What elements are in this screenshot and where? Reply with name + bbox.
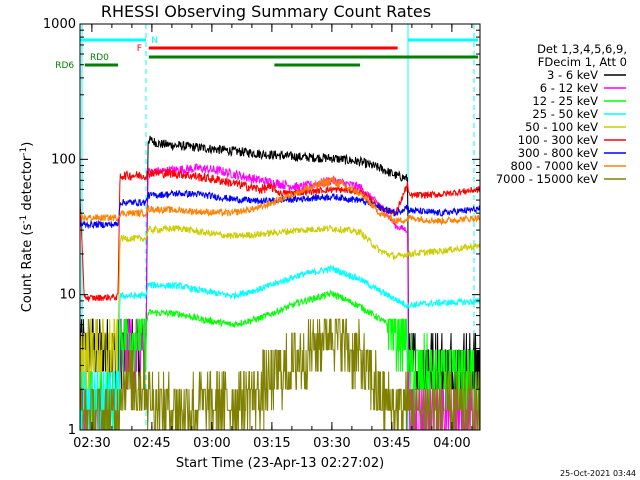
- legend-label-3: 25 - 50 keV: [532, 107, 598, 121]
- series-line-3: [79, 264, 481, 431]
- y-axis-label-sup1: -1: [19, 215, 29, 224]
- flag-label-1: F: [137, 44, 142, 54]
- flag-label-2: RD0: [90, 53, 109, 63]
- series-layer: [79, 135, 481, 431]
- x-axis-label: Start Time (23-Apr-13 02:27:02): [176, 456, 384, 471]
- flag-label-3: RD6: [55, 61, 74, 71]
- series-line-5: [79, 167, 481, 302]
- y-tick-label-1: 10: [59, 288, 76, 303]
- legend-header-line-2: FDecim 1, Att 0: [538, 55, 627, 69]
- x-tick-label-2: 03:00: [193, 436, 230, 451]
- y-tick-label-2: 100: [51, 152, 76, 167]
- x-tick-label-1: 02:45: [133, 436, 170, 451]
- chart-title: RHESSI Observing Summary Count Rates: [101, 2, 431, 21]
- series-line-4: [79, 224, 481, 390]
- y-axis: 1 10 100 1000: [43, 17, 480, 438]
- y-tick-label-0: 1: [68, 423, 76, 438]
- legend-header-line-1: Det 1,3,4,5,6,9,: [537, 42, 627, 56]
- y-axis-label: Count Rate (s-1 detector-1): [19, 142, 35, 313]
- x-tick-label-5: 03:45: [373, 436, 410, 451]
- generated-timestamp: 25-Oct-2021 03:44: [560, 469, 636, 478]
- series-line-8: [79, 318, 480, 431]
- legend-label-8: 7000 - 15000 keV: [496, 172, 598, 186]
- x-tick-label-6: 04:00: [433, 436, 470, 451]
- x-tick-label-4: 03:30: [313, 436, 350, 451]
- x-tick-label-3: 03:15: [253, 436, 290, 451]
- y-axis-label-sup2: -1: [19, 147, 29, 156]
- x-tick-label-0: 02:30: [73, 436, 110, 451]
- legend-label-2: 12 - 25 keV: [532, 94, 598, 108]
- y-tick-label-3: 1000: [43, 17, 76, 32]
- y-axis-label-end: ): [20, 142, 35, 147]
- legend-label-0: 3 - 6 keV: [547, 68, 598, 82]
- flags-layer: NF RD0 RD6: [55, 36, 478, 71]
- x-axis: 02:30 02:45 03:00 03:15 03:30 03:45 04:00: [73, 24, 473, 451]
- legend-label-1: 6 - 12 keV: [540, 81, 598, 95]
- y-axis-label-main: Count Rate (s: [20, 224, 35, 313]
- legend-label-7: 800 - 7000 keV: [510, 159, 598, 173]
- series-line-7: [79, 175, 481, 226]
- plot-frame: [79, 23, 481, 431]
- series-line-6: [79, 189, 480, 230]
- legend-label-5: 100 - 300 keV: [518, 133, 598, 147]
- legend: Det 1,3,4,5,6,9, FDecim 1, Att 0 3 - 6 k…: [496, 42, 627, 186]
- legend-label-6: 300 - 800 keV: [518, 146, 598, 160]
- y-axis-label-mid: detector: [20, 155, 35, 215]
- legend-label-4: 50 - 100 keV: [525, 120, 598, 134]
- flag-label-0: N: [151, 36, 158, 46]
- series-line-2: [79, 289, 481, 431]
